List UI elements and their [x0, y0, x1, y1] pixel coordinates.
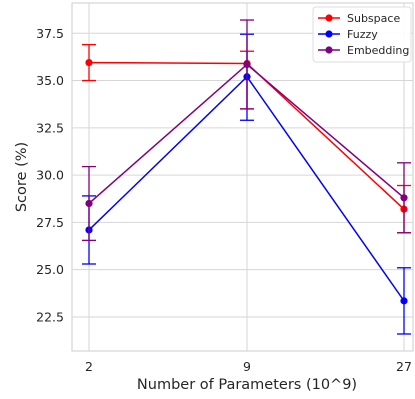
y-tick-labels: 22.5 25.0 27.5 30.0 32.5 35.0 37.5 [36, 26, 64, 325]
legend-box [312, 6, 412, 63]
y-tick-label: 37.5 [36, 26, 64, 41]
y-tick-label: 32.5 [36, 120, 64, 135]
x-tick-label: 2 [85, 359, 93, 374]
y-axis-title: Score (%) [14, 142, 30, 212]
y-tick-label: 27.5 [36, 215, 64, 230]
fuzzy-point [400, 297, 408, 305]
x-tick-label: 27 [396, 359, 412, 374]
x-tick-label: 9 [243, 359, 251, 374]
subspace-legend-marker [325, 14, 333, 22]
series-group [82, 19, 411, 335]
y-tick-label: 25.0 [36, 262, 64, 277]
fuzzy-legend-label: Fuzzy [347, 28, 378, 41]
embedding-point [243, 60, 251, 69]
embedding-legend-marker [325, 46, 333, 54]
fuzzy-legend-marker [325, 30, 333, 38]
y-tick-label: 30.0 [36, 168, 64, 183]
legend: Subspace Fuzzy Embedding [312, 6, 412, 63]
subspace-legend-label: Subspace [347, 12, 400, 25]
embedding-legend-label: Embedding [347, 44, 409, 57]
embedding-series [82, 19, 411, 242]
x-tick-labels: 2 9 27 [85, 359, 412, 374]
y-tick-label: 35.0 [36, 73, 64, 88]
embedding-point [400, 194, 408, 202]
x-axis-title: Number of Parameters (10^9) [137, 377, 357, 393]
embedding-point [85, 199, 93, 208]
subspace-point [85, 58, 93, 67]
y-tick-label: 22.5 [36, 309, 64, 324]
